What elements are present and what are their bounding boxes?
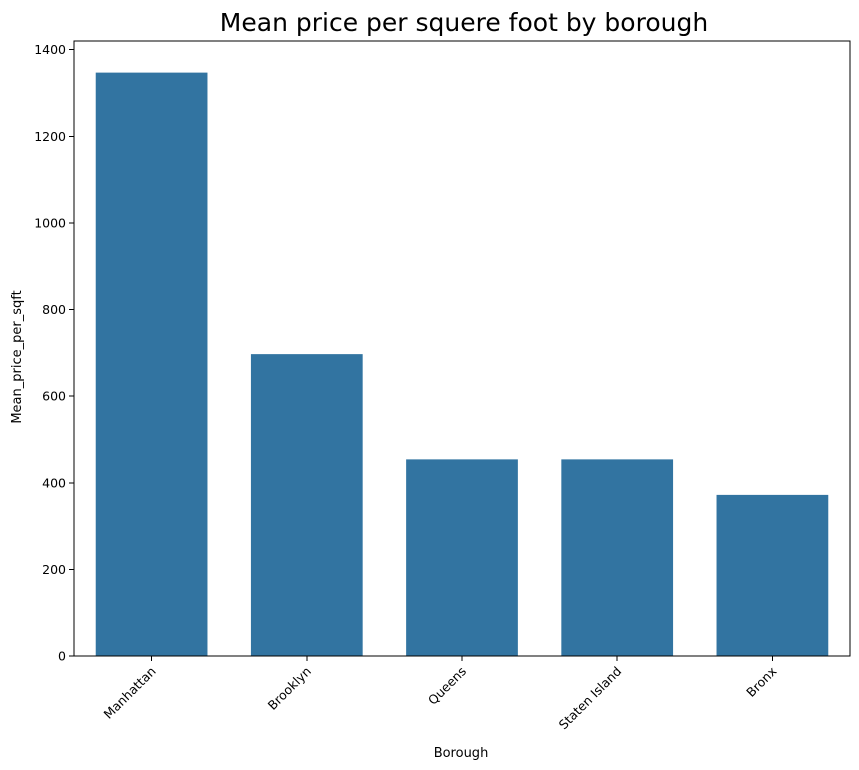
x-axis-ticks: Manhattan Brooklyn Queens Staten Island Bron… [100, 656, 780, 733]
y-tick-label: 200 [42, 562, 66, 577]
bar-manhattan [95, 72, 208, 656]
bars-group [95, 72, 829, 656]
y-tick-label: 400 [42, 475, 66, 490]
x-tick-label: Queens [425, 664, 469, 708]
bar-staten-island [561, 459, 674, 656]
y-axis-label: Mean_price_per_sqft [10, 290, 25, 423]
x-axis-label: Borough [434, 746, 489, 761]
y-tick-label: 1400 [34, 42, 66, 57]
plot-frame [73, 40, 851, 657]
x-tick-label: Brooklyn [265, 664, 314, 713]
y-tick-label: 1200 [34, 129, 66, 144]
y-tick-label: 800 [42, 302, 66, 317]
bar-bronx [716, 494, 829, 656]
y-tick-label: 600 [42, 389, 66, 404]
chart-title: Mean price per squere foot by borough [220, 8, 708, 37]
bar-brooklyn [250, 354, 363, 656]
x-tick-label: Bronx [743, 664, 779, 700]
x-tick-label: Manhattan [100, 664, 158, 722]
x-tick-label: Staten Island [556, 664, 625, 733]
y-tick-label: 0 [58, 649, 66, 664]
bar-queens [406, 459, 518, 656]
y-tick-label: 1000 [34, 215, 66, 230]
y-axis-ticks: 0 200 400 600 800 1000 1200 1400 [34, 42, 74, 664]
